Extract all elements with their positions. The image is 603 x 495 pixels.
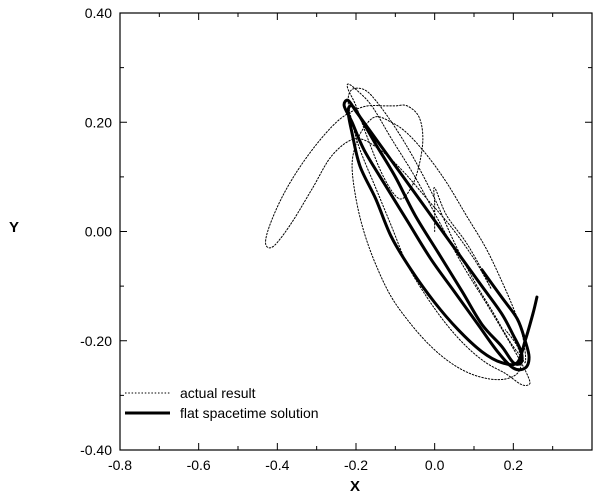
series-line-actual-result [265, 83, 531, 386]
y-tick-label: 0.20 [85, 114, 112, 130]
series-layer [265, 83, 539, 386]
x-tick-label: -0.6 [187, 457, 211, 473]
legend: actual result flat spacetime solution [125, 385, 319, 421]
y-tick-label: -0.20 [80, 333, 112, 349]
y-tick-label: -0.40 [80, 442, 112, 458]
x-tick-label: -0.2 [344, 457, 368, 473]
ticks [119, 12, 593, 451]
y-tick-label: 0.00 [85, 224, 112, 240]
tick-labels: -0.8 -0.6 -0.4 -0.2 0.0 0.2 -0.40 -0.20 0.00 0.20… [80, 5, 523, 473]
series-line-flat-spacetime-solution [342, 98, 539, 372]
y-axis-title: Y [9, 219, 19, 236]
x-tick-label: -0.8 [108, 457, 132, 473]
x-tick-label: 0.2 [504, 457, 524, 473]
x-tick-label: -0.4 [265, 457, 289, 473]
x-tick-label: 0.0 [425, 457, 445, 473]
legend-label-actual-result: actual result [180, 385, 256, 401]
x-axis-title: X [350, 478, 360, 495]
legend-label-flat-spacetime-solution: flat spacetime solution [180, 405, 319, 421]
y-tick-label: 0.40 [85, 5, 112, 21]
